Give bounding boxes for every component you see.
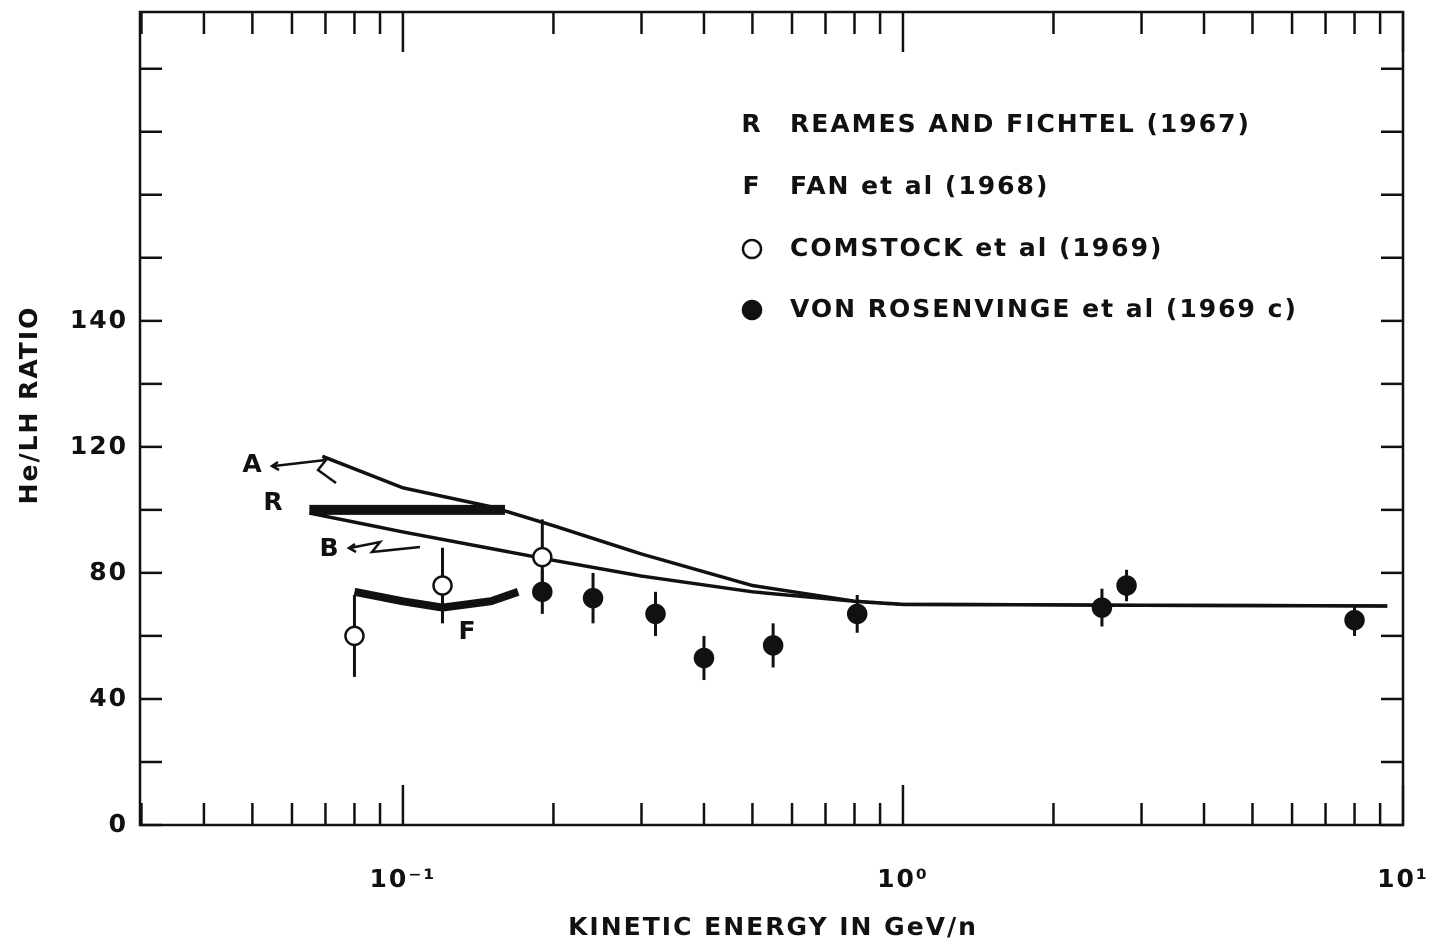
x-tick-label: 10¹ (1377, 864, 1429, 893)
x-tick-label: 10⁰ (877, 864, 929, 893)
data-point (532, 581, 553, 603)
plot-frame (138, 10, 1405, 827)
data-point (846, 603, 868, 625)
legend-marker (741, 238, 763, 260)
legend-label: REAMES AND FICHTEL (1967) (790, 109, 1251, 138)
data-point (762, 635, 784, 656)
x-tick-label: 10⁻¹ (369, 864, 436, 893)
data-point (532, 546, 553, 568)
annotation-arrows (269, 458, 421, 554)
data-point (645, 603, 666, 625)
series-label: R (263, 487, 284, 516)
data-point (582, 587, 604, 609)
data-point (693, 647, 715, 669)
y-axis-label: He/LH RATIO (14, 306, 43, 505)
x-axis-label: KINETIC ENERGY IN GeV/n (568, 912, 978, 941)
data-point (344, 625, 365, 647)
data-point (432, 575, 453, 596)
series-label: F (458, 616, 477, 645)
data-point (1091, 597, 1113, 618)
curve-label: B (319, 533, 340, 562)
data-point (1116, 575, 1137, 596)
range-arc (353, 587, 520, 612)
legend-marker (741, 299, 763, 321)
legend-label: VON ROSENVINGE et al (1969 c) (790, 294, 1298, 323)
curve (309, 511, 1388, 608)
legend-symbol: F (742, 171, 761, 200)
y-tick-label: 40 (89, 683, 128, 712)
y-tick-label: 120 (70, 431, 128, 460)
legend-symbol: R (741, 109, 762, 138)
curve (321, 454, 1388, 608)
y-tick-label: 80 (89, 557, 128, 586)
curve-label: A (242, 449, 263, 478)
y-tick-label: 140 (70, 305, 128, 334)
legend-label: COMSTOCK et al (1969) (790, 233, 1163, 262)
y-tick-label: 0 (109, 809, 128, 838)
data-point (1344, 609, 1365, 631)
legend-label: FAN et al (1968) (790, 171, 1049, 200)
